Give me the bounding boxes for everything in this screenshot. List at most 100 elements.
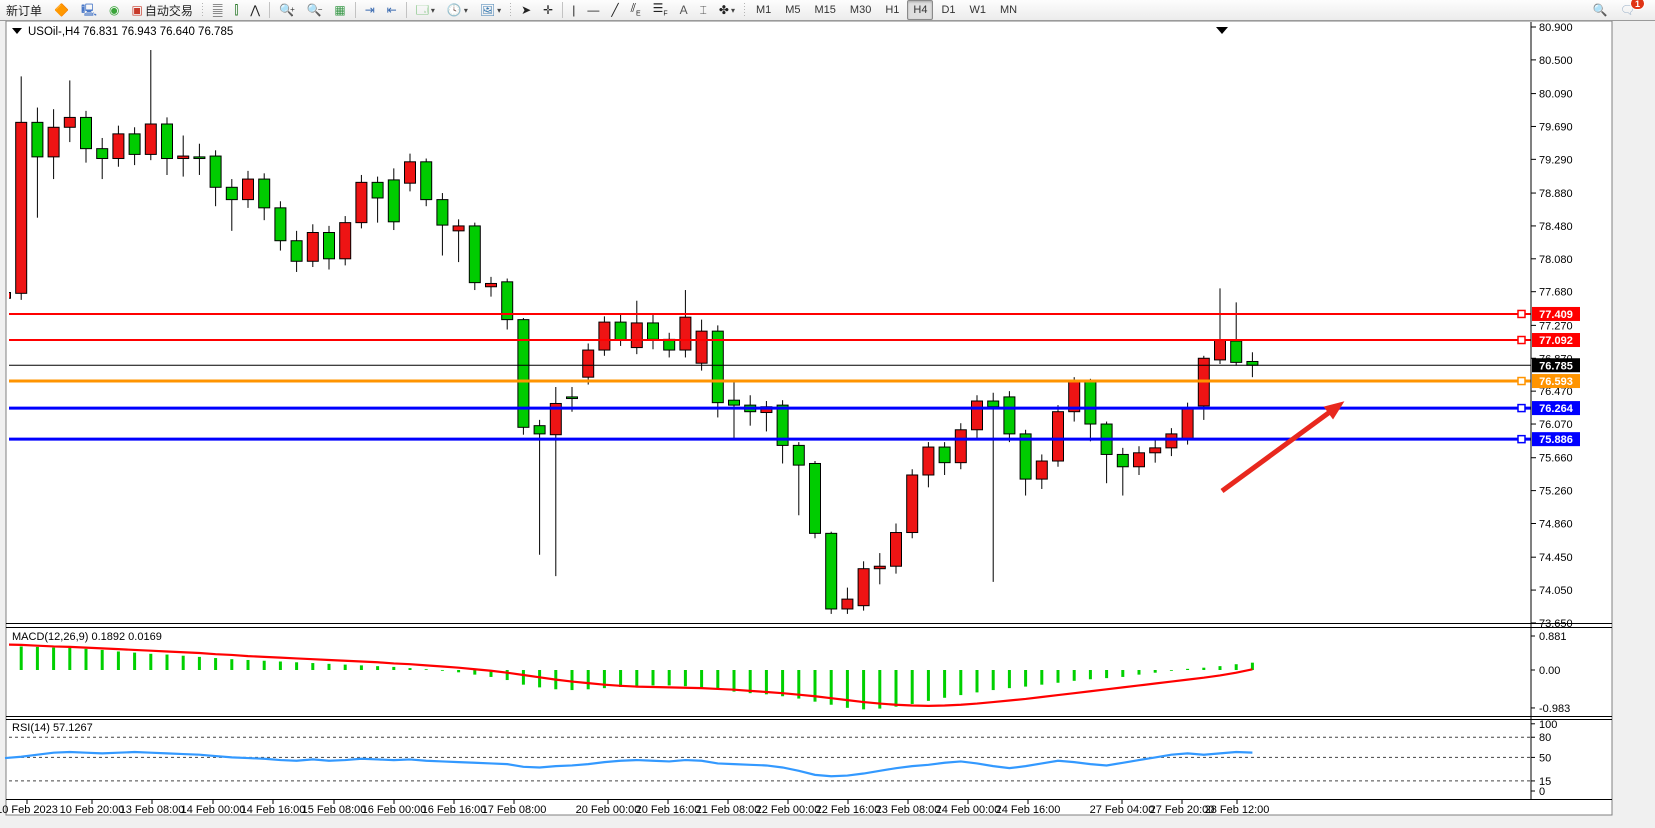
candle-down xyxy=(1116,453,1129,468)
candle-down xyxy=(825,532,838,610)
text-button[interactable]: A xyxy=(675,0,693,20)
arrows-icon: ✤ xyxy=(718,3,729,17)
vertical-line-button[interactable]: | xyxy=(567,0,580,20)
trend-arrow-head[interactable] xyxy=(1323,401,1345,420)
x-tick-label: 16 Feb 00:00 xyxy=(362,804,427,816)
chevron-down-icon: ▾ xyxy=(430,5,435,15)
candle-up xyxy=(9,292,11,299)
navigator-button[interactable]: ◉ xyxy=(104,0,124,20)
y-tick-label: 78.880 xyxy=(1539,188,1573,200)
timeframe-H4[interactable]: H4 xyxy=(907,0,934,20)
line-chart-button[interactable]: ⋀ xyxy=(245,0,265,20)
text-label-button[interactable]: ⌶ xyxy=(695,0,712,20)
candle-down xyxy=(436,199,449,226)
periods-button[interactable]: 🕓 ▾ xyxy=(442,0,473,20)
candle-down xyxy=(647,322,659,340)
candle-down xyxy=(193,156,206,160)
zoom-out-icon: 🔍 xyxy=(306,3,322,17)
market-watch-button[interactable]: 🔶 xyxy=(49,0,74,20)
data-window-icon: 🖳 xyxy=(80,3,97,17)
equidistant-channel-button[interactable]: ⫽E xyxy=(626,0,646,20)
auto-trading-button[interactable]: ▣ 自动交易 xyxy=(126,0,197,20)
chart-window[interactable]: USOil-,H4 76.831 76.943 76.640 76.785 80.… xyxy=(0,20,1655,823)
x-tick-label: 15 Feb 08:00 xyxy=(302,804,367,816)
candle-up xyxy=(679,316,692,351)
candle-down xyxy=(1003,396,1016,435)
trendline-button[interactable]: ╱ xyxy=(606,0,623,20)
timeframe-H1[interactable]: H1 xyxy=(885,4,900,16)
cursor-button[interactable]: ➤ xyxy=(516,0,536,20)
price-badge xyxy=(1532,401,1580,416)
timeframe-M1[interactable]: M1 xyxy=(755,4,772,16)
arrows-button[interactable]: ✤ ▾ xyxy=(714,0,740,20)
timeframe-D1[interactable]: D1 xyxy=(941,4,956,16)
indicators-icon: 🗔 xyxy=(415,3,429,17)
chevron-down-icon: ▾ xyxy=(497,5,502,15)
bar-chart-icon: 𝄛 xyxy=(212,3,223,17)
line-chart-icon: ⋀ xyxy=(250,3,261,17)
price-badge-label: 76.593 xyxy=(1539,376,1573,388)
hline-handle[interactable] xyxy=(1517,434,1526,444)
timeframe-W1[interactable]: W1 xyxy=(969,4,987,16)
chart-shift-button[interactable]: ⇤ xyxy=(382,0,402,20)
candle-down xyxy=(614,321,627,341)
candle-up xyxy=(841,598,854,610)
notifications-button[interactable]: 🗨 1 xyxy=(1615,0,1645,20)
x-tick-label: 10 Feb 2023 xyxy=(0,804,58,816)
macd-tick-label: 0.881 xyxy=(1539,631,1567,643)
price-badge-label: 77.409 xyxy=(1539,309,1573,321)
bar-chart-button[interactable]: 𝄛 xyxy=(208,0,228,20)
candle-down xyxy=(809,462,821,534)
tile-windows-button[interactable]: ▦ xyxy=(329,0,350,20)
candle-down xyxy=(728,399,740,406)
symbol-collapse-icon xyxy=(12,28,22,34)
search-button[interactable]: 🔍 xyxy=(1588,0,1613,20)
candle-down xyxy=(323,232,335,260)
price-badge-label: 77.092 xyxy=(1539,335,1573,347)
y-tick-label: 74.860 xyxy=(1539,518,1573,530)
zoom-out-button[interactable]: 🔍 − xyxy=(302,0,328,20)
hline-handle[interactable] xyxy=(1517,309,1526,319)
chart-canvas[interactable]: USOil-,H4 76.831 76.943 76.640 76.785 80.… xyxy=(0,20,1655,823)
vertical-line-icon: | xyxy=(572,3,576,17)
terminal-icon: ▣ xyxy=(131,3,143,17)
candlestick-button[interactable]: ⫿ xyxy=(229,0,243,20)
new-order-button[interactable]: 新订单 xyxy=(1,0,47,20)
hline-handle[interactable] xyxy=(1517,376,1526,386)
candle-up xyxy=(63,116,76,128)
y-tick-label: 75.260 xyxy=(1539,486,1573,498)
candle-up xyxy=(630,322,643,349)
candle-up xyxy=(144,123,157,155)
y-tick-label: 80.500 xyxy=(1539,55,1573,67)
candlestick-icon: ⫿ xyxy=(234,3,239,17)
macd-pane xyxy=(9,643,1254,710)
candle-down xyxy=(290,240,303,262)
x-tick-label: 20 Feb 16:00 xyxy=(636,804,701,816)
zoom-in-button[interactable]: 🔍 + xyxy=(274,0,300,20)
x-tick-label: 24 Feb 16:00 xyxy=(996,804,1061,816)
crosshair-button[interactable]: ✛ xyxy=(538,0,558,20)
timeframe-MN[interactable]: MN xyxy=(1000,4,1018,16)
data-window-button[interactable]: 🖳 xyxy=(76,0,102,20)
y-tick-label: 79.290 xyxy=(1539,154,1573,166)
hline-handle[interactable] xyxy=(1517,403,1526,413)
candle-up xyxy=(922,446,935,476)
indicators-button[interactable]: 🗔 ▾ xyxy=(411,0,440,20)
x-tick-label: 14 Feb 16:00 xyxy=(241,804,306,816)
hline-handle[interactable] xyxy=(1517,335,1526,345)
candle-up xyxy=(112,133,125,160)
x-tick-label: 28 Feb 12:00 xyxy=(1205,804,1270,816)
templates-button[interactable]: 🖼 ▾ xyxy=(475,0,506,20)
candle-down xyxy=(80,116,92,150)
timeframe-M15[interactable]: M15 xyxy=(814,4,836,16)
x-tick-label: 27 Feb 20:00 xyxy=(1150,804,1215,816)
candle-down xyxy=(1230,340,1243,363)
timeframe-M5[interactable]: M5 xyxy=(785,4,801,16)
autoscroll-button[interactable]: ⇥ xyxy=(360,0,380,20)
fibonacci-button[interactable]: ☰F xyxy=(648,0,673,20)
timeframe-M30[interactable]: M30 xyxy=(849,4,872,16)
candle-down xyxy=(371,181,384,199)
timeframe-group: M1 M5 M15 M30 H1 H4 D1 W1 MN xyxy=(749,0,1024,20)
toolbar: 新订单 🔶 🖳 ◉ ▣ 自动交易 𝄛 ⫿ ⋀ 🔍 + 🔍 − ▦ ⇥ ⇤ 🗔 ▾ 🕓 ▾… xyxy=(0,0,1655,21)
horizontal-line-button[interactable]: — xyxy=(582,0,604,20)
